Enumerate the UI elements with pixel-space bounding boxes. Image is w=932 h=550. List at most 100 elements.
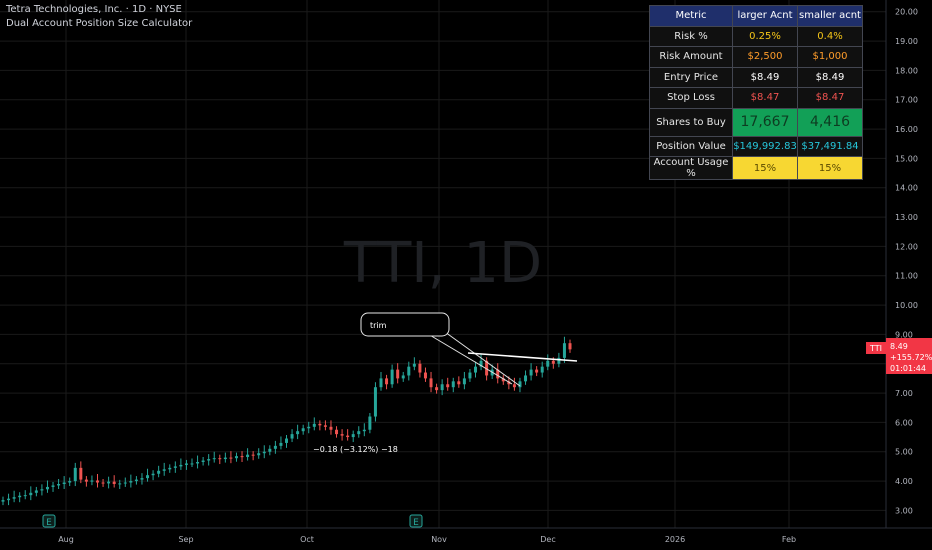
candle-body xyxy=(318,423,322,426)
candle-body xyxy=(468,372,472,379)
candle-body xyxy=(401,375,405,379)
candle-body xyxy=(279,442,283,446)
candle-body xyxy=(390,369,394,385)
candle-body xyxy=(129,481,133,483)
price-tick-label: 11.00 xyxy=(895,272,918,281)
candle-body xyxy=(7,498,11,501)
candle-body xyxy=(290,434,294,439)
candle-body xyxy=(184,463,188,465)
trim-callout-text: trim xyxy=(370,321,387,330)
candle-body xyxy=(62,482,66,484)
candle-body xyxy=(307,426,311,429)
candle-body xyxy=(485,360,489,376)
indicator-name[interactable]: Dual Account Position Size Calculator xyxy=(6,18,193,29)
price-tag-change: +155.72% xyxy=(890,353,932,362)
candle-body xyxy=(229,457,233,459)
change-measure-label: −0.18 (−3.12%) −18 xyxy=(313,445,398,454)
price-tick-label: 7.00 xyxy=(895,389,913,398)
candle-body xyxy=(268,448,272,452)
table-row: Risk % 0.25% 0.4% xyxy=(649,25,863,47)
candle-body xyxy=(423,372,427,379)
small-acnt-value: $8.47 xyxy=(797,87,863,109)
candle-body xyxy=(218,458,222,460)
candle-body xyxy=(346,435,350,438)
earnings-marker-aug[interactable]: E xyxy=(42,514,56,528)
candles xyxy=(1,336,572,506)
table-row: Account Usage % 15% 15% xyxy=(649,156,863,180)
earnings-marker-nov[interactable]: E xyxy=(409,514,423,528)
candle-body xyxy=(234,456,238,459)
candle-body xyxy=(462,378,466,385)
price-tag-price: 8.49 xyxy=(890,342,908,351)
candle-body xyxy=(451,381,455,388)
grid-lines xyxy=(0,0,886,528)
candle-body xyxy=(540,366,544,373)
symbol-header[interactable]: Tetra Technologies, Inc. · 1D · NYSE xyxy=(6,4,182,15)
candle-body xyxy=(90,480,94,482)
candle-body xyxy=(112,481,116,484)
candle-body xyxy=(262,451,266,454)
candle-body xyxy=(351,434,355,438)
candle-body xyxy=(535,369,539,373)
callout-pointer xyxy=(444,331,521,387)
time-tick-label: Dec xyxy=(540,535,555,544)
table-header: larger Acnt xyxy=(732,5,798,27)
candle-body xyxy=(84,479,88,482)
trend-line[interactable] xyxy=(467,352,578,362)
candle-body xyxy=(385,378,389,385)
small-acnt-value: $8.49 xyxy=(797,66,863,88)
candle-body xyxy=(45,486,49,490)
price-tag-countdown: 01:01:44 xyxy=(890,364,926,373)
small-acnt-value: 0.4% xyxy=(797,25,863,47)
candle-body xyxy=(179,464,183,467)
candle-body xyxy=(168,467,172,470)
price-tick-label: 9.00 xyxy=(895,330,913,339)
row-label: Risk % xyxy=(649,25,733,47)
last-price-tag: TTI 8.49 +155.72% 01:01:44 xyxy=(866,338,932,374)
candle-body xyxy=(12,497,16,499)
candle-body xyxy=(446,384,450,388)
candle-body xyxy=(474,366,477,373)
large-acnt-value: $2,500 xyxy=(732,46,798,68)
table-header: smaller acnt xyxy=(797,5,863,27)
candle-body xyxy=(529,369,533,376)
candle-body xyxy=(496,369,500,379)
candle-body xyxy=(512,384,516,388)
candle-body xyxy=(440,384,444,391)
candle-body xyxy=(18,495,22,498)
time-tick-label: Nov xyxy=(431,535,447,544)
candle-body xyxy=(285,438,288,443)
price-tick-label: 14.00 xyxy=(895,184,918,193)
time-tick-label: Feb xyxy=(782,535,796,544)
table-header-row: Metric larger Acnt smaller acnt xyxy=(649,5,863,27)
candle-body xyxy=(73,467,77,482)
large-acnt-value: $149,992.83 xyxy=(732,135,798,157)
candle-body xyxy=(379,378,383,388)
price-tick-label: 12.00 xyxy=(895,242,918,251)
small-acnt-value: 15% xyxy=(797,156,863,180)
earnings-icon: E xyxy=(46,518,52,528)
time-axis[interactable]: Aug Sep Oct Nov Dec 2026 Feb xyxy=(58,535,796,544)
candle-body xyxy=(412,363,416,367)
table-row: Position Value $149,992.83 $37,491.84 xyxy=(649,135,863,157)
price-tick-label: 13.00 xyxy=(895,213,918,222)
candle-body xyxy=(123,482,127,484)
candle-body xyxy=(57,484,61,486)
candle-body xyxy=(562,343,566,358)
time-tick-label: Oct xyxy=(300,535,314,544)
large-acnt-value: 17,667 xyxy=(732,107,798,137)
candle-body xyxy=(107,481,111,484)
trim-callout[interactable] xyxy=(360,312,450,337)
candle-body xyxy=(373,387,377,417)
row-label: Entry Price xyxy=(649,66,733,88)
price-axis[interactable]: 20.00 19.00 18.00 17.00 16.00 15.00 14.00 13.00… xyxy=(895,8,918,516)
candle-body xyxy=(29,492,33,496)
candle-body xyxy=(140,478,144,480)
candle-body xyxy=(201,460,205,462)
candle-body xyxy=(418,363,422,373)
candle-body xyxy=(501,378,505,382)
candle-body xyxy=(396,369,400,379)
candle-body xyxy=(329,426,333,430)
row-label: Risk Amount xyxy=(649,46,733,68)
price-tick-label: 19.00 xyxy=(895,37,918,46)
